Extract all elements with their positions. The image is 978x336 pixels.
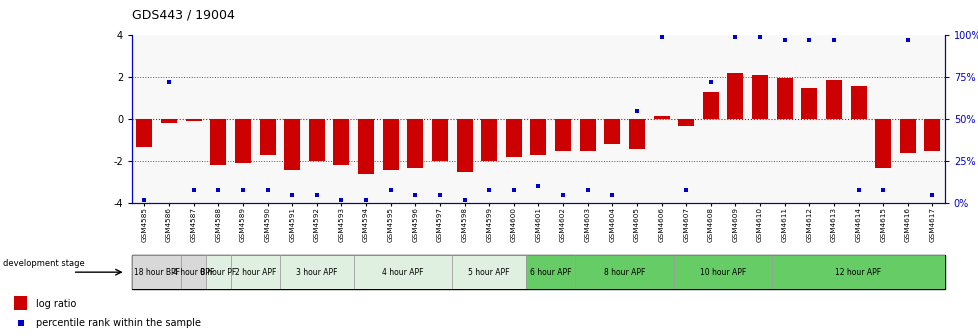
Bar [575,255,673,289]
Bar [161,119,177,123]
Bar [284,119,300,170]
Text: percentile rank within the sample: percentile rank within the sample [36,318,201,328]
Text: 8 hour APF: 8 hour APF [603,268,645,277]
Bar [772,255,944,289]
Bar [132,255,181,289]
Text: 3 hour APF: 3 hour APF [295,268,337,277]
Bar [333,119,349,166]
Bar [555,119,570,151]
Bar [850,86,866,119]
Bar [673,255,772,289]
Text: GDS443 / 19004: GDS443 / 19004 [132,9,235,22]
Text: 0 hour PF: 0 hour PF [200,268,237,277]
Text: 6 hour APF: 6 hour APF [529,268,571,277]
Bar [874,119,890,168]
Bar [525,255,575,289]
Bar [235,119,250,163]
Text: 5 hour APF: 5 hour APF [468,268,510,277]
Bar [776,78,792,119]
Bar [210,119,226,166]
Bar [452,255,525,289]
Bar [678,119,693,126]
Bar [579,119,595,151]
Bar [14,296,27,310]
Bar [280,255,353,289]
Text: 4 hour BPF: 4 hour BPF [173,268,214,277]
Bar [181,255,205,289]
Bar [231,255,280,289]
Bar [923,119,940,151]
Bar [727,73,742,119]
Text: 4 hour APF: 4 hour APF [381,268,423,277]
Bar [800,88,817,119]
Bar [506,119,521,157]
Bar [481,119,497,161]
Bar [407,119,422,168]
Bar [603,119,620,144]
Bar [358,119,374,174]
Text: 10 hour APF: 10 hour APF [699,268,745,277]
Bar [259,119,276,155]
Text: log ratio: log ratio [36,299,76,308]
Bar [186,119,201,121]
Bar [136,119,153,146]
Text: 12 hour APF: 12 hour APF [834,268,881,277]
Text: 18 hour BPF: 18 hour BPF [134,268,180,277]
Text: 2 hour APF: 2 hour APF [235,268,276,277]
Text: development stage: development stage [3,259,84,268]
Bar [530,119,546,155]
Bar [751,75,768,119]
Bar [628,119,645,149]
Bar [308,119,325,161]
Bar [899,119,914,153]
Bar [825,80,841,119]
Bar [382,119,398,170]
Bar [456,119,472,172]
Bar [702,92,718,119]
Bar [353,255,452,289]
Bar [653,116,669,119]
Bar [431,119,448,161]
Bar [205,255,231,289]
